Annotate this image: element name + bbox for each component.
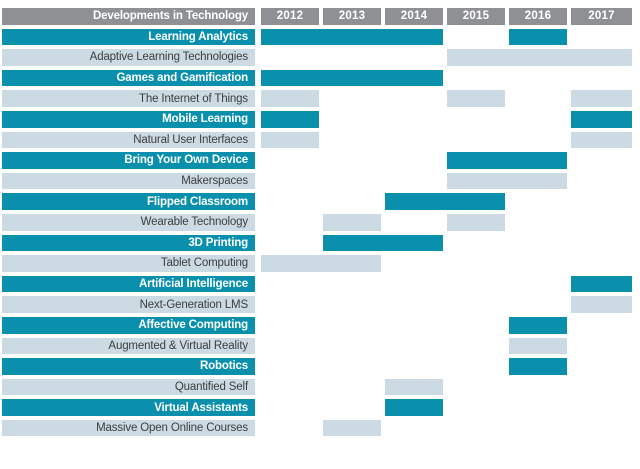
- timeline-bar: [509, 28, 567, 46]
- row-label: Affective Computing: [2, 316, 255, 334]
- timeline-bar: [447, 90, 505, 107]
- timeline-area: [261, 234, 632, 252]
- table-row: Next-Generation LMS: [2, 296, 640, 313]
- table-row: Quantified Self: [2, 378, 640, 396]
- timeline-area: [261, 337, 632, 355]
- timeline-area: [261, 275, 632, 293]
- timeline-area: [261, 28, 632, 46]
- table-header-title: Developments in Technology: [2, 8, 255, 25]
- row-label: 3D Printing: [2, 234, 255, 252]
- timeline-area: [261, 193, 632, 210]
- year-column-header: 2017: [571, 8, 632, 25]
- timeline-bar: [571, 275, 632, 293]
- table-row: Tablet Computing: [2, 255, 640, 272]
- timeline-area: [261, 378, 632, 396]
- timeline-bar: [323, 419, 381, 437]
- timeline-bar: [447, 213, 505, 231]
- row-label: Tablet Computing: [2, 255, 255, 272]
- row-label: Learning Analytics: [2, 28, 255, 46]
- table-row: Makerspaces: [2, 172, 640, 190]
- timeline-bar: [261, 255, 381, 272]
- timeline-bar: [385, 399, 443, 416]
- row-label: Next-Generation LMS: [2, 296, 255, 313]
- timeline-area: [261, 213, 632, 231]
- timeline-area: [261, 172, 632, 190]
- table-row: Bring Your Own Device: [2, 152, 640, 169]
- year-column-header: 2013: [323, 8, 381, 25]
- timeline-area: [261, 69, 632, 87]
- timeline-bar: [447, 49, 632, 66]
- timeline-area: [261, 152, 632, 169]
- timeline-area: [261, 49, 632, 66]
- timeline-bar: [571, 131, 632, 149]
- table-row: Massive Open Online Courses: [2, 419, 640, 437]
- row-label: Mobile Learning: [2, 110, 255, 128]
- timeline-bar: [447, 172, 567, 190]
- timeline-bar: [261, 69, 443, 87]
- timeline-bar: [261, 110, 319, 128]
- row-label: Flipped Classroom: [2, 193, 255, 210]
- timeline-area: [261, 296, 632, 313]
- timeline-area: [261, 419, 632, 437]
- row-label: Makerspaces: [2, 172, 255, 190]
- timeline-area: [261, 255, 632, 272]
- table-row: 3D Printing: [2, 234, 640, 252]
- timeline-bar: [509, 337, 567, 355]
- table-row: Games and Gamification: [2, 69, 640, 87]
- timeline-bar: [509, 316, 567, 334]
- table-row: Adaptive Learning Technologies: [2, 49, 640, 66]
- timeline-area: [261, 131, 632, 149]
- table-row: Natural User Interfaces: [2, 131, 640, 149]
- table-row: Affective Computing: [2, 316, 640, 334]
- table-row: Robotics: [2, 358, 640, 375]
- timeline-bar: [571, 90, 632, 107]
- row-label: Massive Open Online Courses: [2, 419, 255, 437]
- timeline-bar: [385, 193, 505, 210]
- row-label: The Internet of Things: [2, 90, 255, 107]
- header-row: Developments in Technology 2012 2013 2014 2…: [2, 8, 640, 25]
- row-label: Artificial Intelligence: [2, 275, 255, 293]
- year-header-area: 2012 2013 2014 2015 2016 2017: [261, 8, 632, 25]
- table-row: Artificial Intelligence: [2, 275, 640, 293]
- row-label: Virtual Assistants: [2, 399, 255, 416]
- year-column-header: 2015: [447, 8, 505, 25]
- timeline-bar: [571, 110, 632, 128]
- row-label: Wearable Technology: [2, 213, 255, 231]
- year-column-header: 2014: [385, 8, 443, 25]
- row-label: Natural User Interfaces: [2, 131, 255, 149]
- timeline-bar: [571, 296, 632, 313]
- table-row: Learning Analytics: [2, 28, 640, 46]
- year-column-header: 2012: [261, 8, 319, 25]
- timeline-area: [261, 316, 632, 334]
- timeline-bar: [509, 358, 567, 375]
- row-label: Augmented & Virtual Reality: [2, 337, 255, 355]
- table-row: The Internet of Things: [2, 90, 640, 107]
- timeline-area: [261, 358, 632, 375]
- row-label: Bring Your Own Device: [2, 152, 255, 169]
- table-body: Learning Analytics Adaptive Learning Tech…: [2, 28, 640, 437]
- row-label: Quantified Self: [2, 378, 255, 396]
- timeline-bar: [261, 28, 443, 46]
- timeline-bar: [323, 234, 443, 252]
- timeline-bar: [385, 378, 443, 396]
- timeline-bar: [261, 131, 319, 149]
- timeline-area: [261, 110, 632, 128]
- row-label: Robotics: [2, 358, 255, 375]
- table-row: Flipped Classroom: [2, 193, 640, 210]
- table-row: Wearable Technology: [2, 213, 640, 231]
- timeline-bar: [447, 152, 567, 169]
- table-row: Virtual Assistants: [2, 399, 640, 416]
- timeline-area: [261, 90, 632, 107]
- row-label: Games and Gamification: [2, 69, 255, 87]
- timeline-bar: [323, 213, 381, 231]
- row-label: Adaptive Learning Technologies: [2, 49, 255, 66]
- table-row: Augmented & Virtual Reality: [2, 337, 640, 355]
- table-row: Mobile Learning: [2, 110, 640, 128]
- year-column-header: 2016: [509, 8, 567, 25]
- timeline-area: [261, 399, 632, 416]
- timeline-bar: [261, 90, 319, 107]
